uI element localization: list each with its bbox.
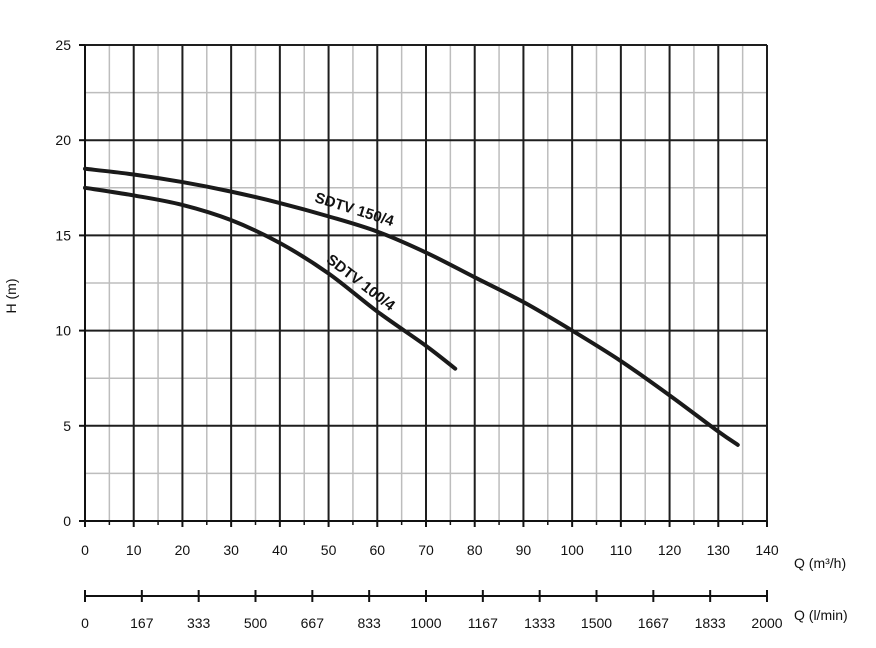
x-tick-label: 30: [223, 542, 239, 558]
y-tick-label: 5: [63, 418, 71, 434]
x-tick-label: 100: [560, 542, 584, 558]
secondary-tick-label: 1667: [638, 615, 669, 631]
secondary-tick-label: 167: [130, 615, 154, 631]
x-tick-label: 110: [610, 542, 633, 558]
x-tick-label: 40: [272, 542, 288, 558]
x-tick-label: 130: [707, 542, 731, 558]
secondary-tick-label: 667: [301, 615, 325, 631]
secondary-tick-label: 1500: [581, 615, 612, 631]
x-tick-label: 70: [418, 542, 434, 558]
series-line-1: [83, 185, 458, 371]
secondary-tick-label: 1000: [410, 615, 441, 631]
axes: [79, 44, 768, 602]
x-tick-label: 60: [369, 542, 385, 558]
tick-labels: 0 10 20 30 40 50 60 70 80 90 100 110 120 130 140 0 5 10 15…: [55, 37, 782, 631]
secondary-tick-label: 1167: [468, 615, 498, 631]
y-tick-label: 15: [55, 227, 71, 243]
x-tick-label: 140: [755, 542, 779, 558]
y-tick-label: 10: [55, 323, 71, 339]
secondary-tick-label: 0: [81, 615, 89, 631]
y-tick-label: 0: [63, 513, 71, 529]
secondary-tick-label: 500: [244, 615, 268, 631]
x-axis-secondary-title: Q (l/min): [794, 607, 848, 623]
x-axis-title: Q (m³/h): [794, 555, 846, 571]
secondary-tick-label: 2000: [751, 615, 782, 631]
y-tick-label: 20: [55, 132, 71, 148]
x-tick-label: 10: [126, 542, 142, 558]
secondary-tick-label: 833: [357, 615, 381, 631]
x-tick-label: 50: [321, 542, 337, 558]
x-tick-label: 120: [658, 542, 682, 558]
secondary-tick-label: 333: [187, 615, 211, 631]
y-tick-label: 25: [55, 37, 71, 53]
secondary-tick-label: 1333: [524, 615, 555, 631]
series-line-0: [83, 166, 740, 447]
x-tick-label: 90: [516, 542, 532, 558]
x-tick-label: 80: [467, 542, 483, 558]
secondary-tick-label: 1833: [695, 615, 726, 631]
x-tick-label: 20: [175, 542, 191, 558]
x-tick-label: 0: [81, 542, 89, 558]
y-axis-title: H (m): [3, 279, 19, 314]
major-grid: [84, 44, 768, 522]
